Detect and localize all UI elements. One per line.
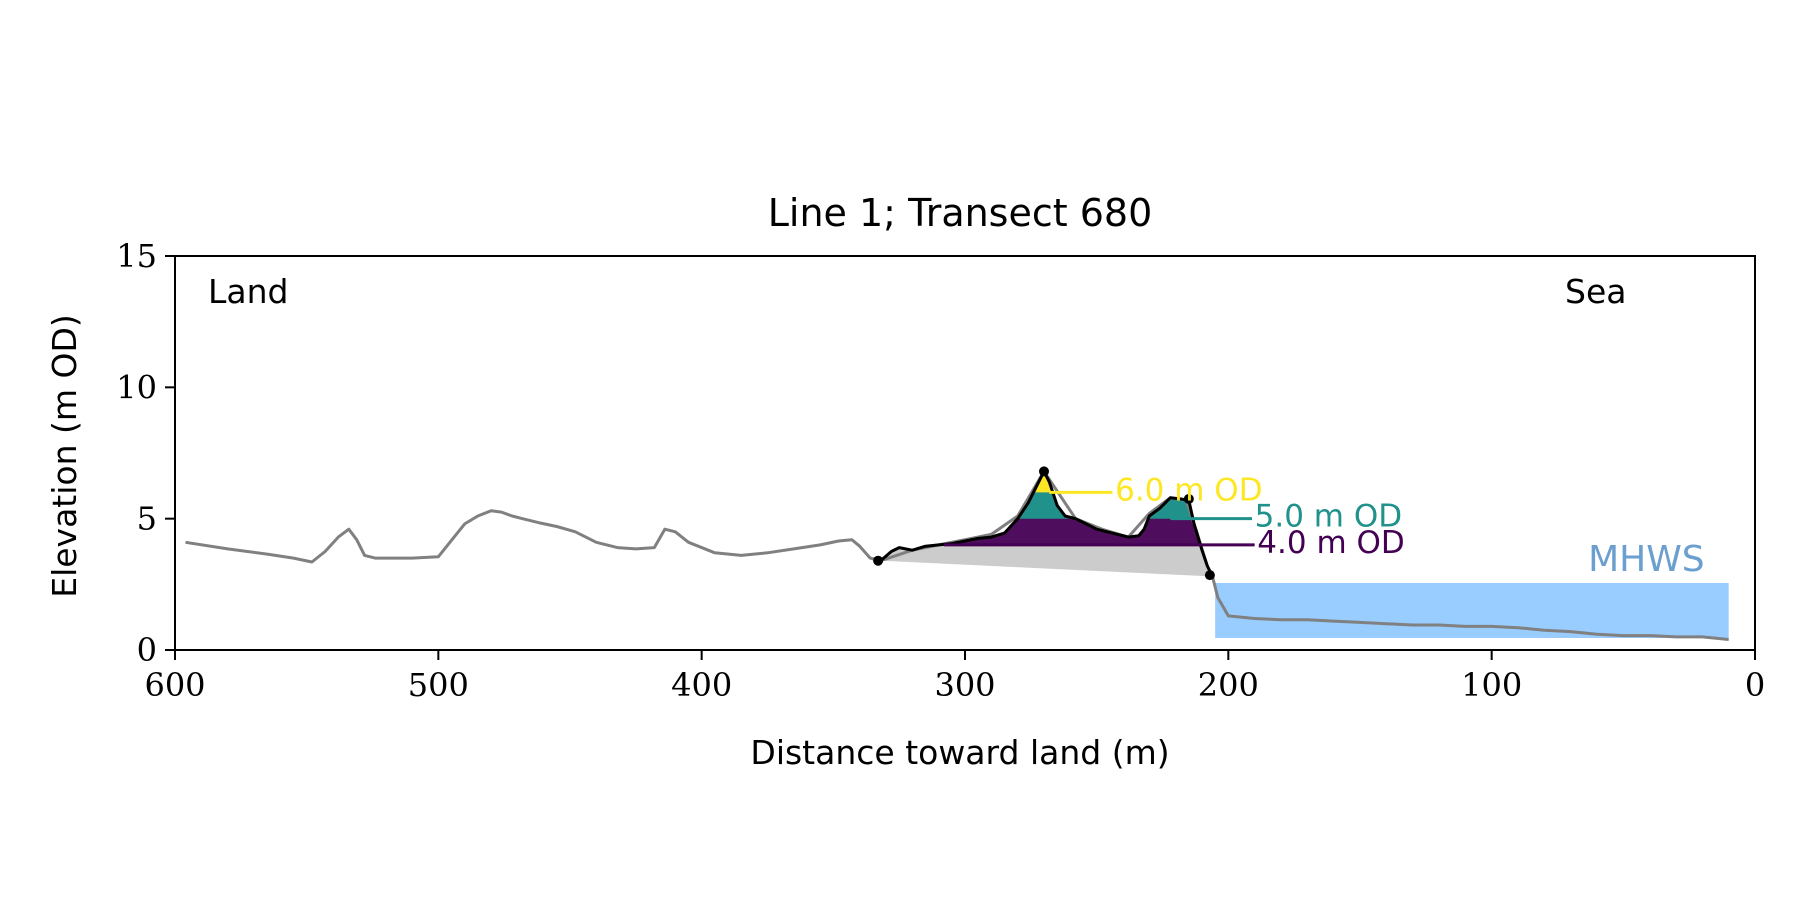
dune-point-2 (1039, 466, 1049, 477)
level-label-5m: 5.0 m OD (1255, 499, 1402, 535)
dune-point-3 (1183, 493, 1194, 504)
chart-title: Line 1; Transect 680 (768, 191, 1153, 235)
y-tick-label: 15 (116, 237, 157, 275)
y-tick-label: 0 (137, 631, 157, 669)
y-ticks: 0 5 10 15 (116, 237, 175, 669)
land-annotation: Land (208, 272, 288, 311)
y-axis-label: Elevation (m OD) (45, 314, 84, 598)
sea-annotation: Sea (1565, 272, 1626, 311)
dune-point-1 (873, 555, 884, 566)
x-ticks: 600 500 400 300 200 100 0 (144, 650, 1765, 704)
x-tick-label: 600 (144, 666, 205, 704)
level-fill-5m (1148, 497, 1193, 519)
level-fill-6m (1034, 471, 1053, 493)
x-tick-label: 500 (408, 666, 469, 704)
lines-layer (185, 466, 1729, 641)
level-fill-4m (939, 471, 1200, 545)
x-axis-label: Distance toward land (m) (750, 733, 1169, 772)
dune-point-4 (1204, 570, 1215, 581)
fills-layer (880, 471, 1729, 638)
level-label-4m: 4.0 m OD (1257, 525, 1404, 561)
x-tick-label: 100 (1461, 666, 1522, 704)
mhws-band (1215, 583, 1729, 638)
labels-layer: MHWS 4.0 m OD5.0 m OD6.0 m OD (1115, 472, 1705, 580)
x-tick-label: 0 (1745, 666, 1765, 704)
mhws-label: MHWS (1588, 539, 1705, 580)
base-volume-fill (880, 544, 1213, 577)
profile-line (185, 469, 1729, 641)
x-tick-label: 400 (671, 666, 732, 704)
level-fill-5m (1018, 471, 1075, 519)
y-tick-label: 5 (137, 500, 157, 538)
x-tick-label: 300 (934, 666, 995, 704)
level-label-6m: 6.0 m OD (1115, 472, 1262, 508)
x-tick-label: 200 (1198, 666, 1259, 704)
plot-area: MHWS 4.0 m OD5.0 m OD6.0 m OD (185, 466, 1729, 641)
y-tick-label: 10 (116, 368, 157, 406)
